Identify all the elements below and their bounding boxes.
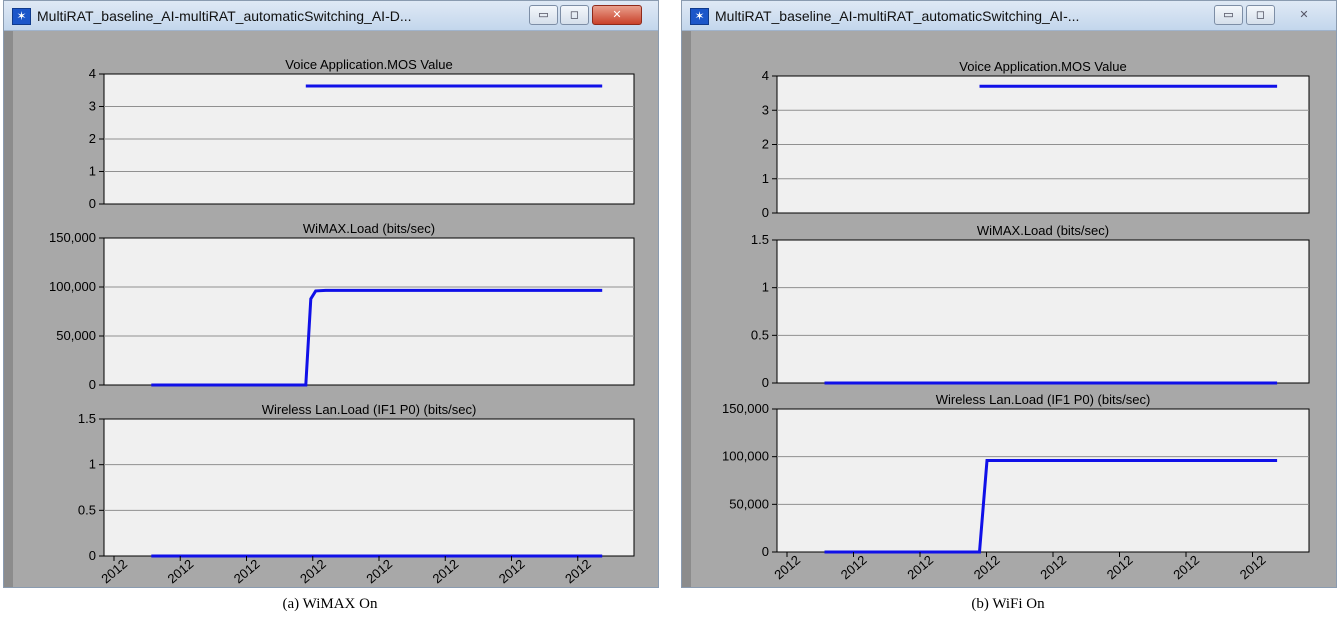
y-tick-label: 4 — [762, 68, 769, 83]
caption-a: (a) WiMAX On — [282, 596, 378, 612]
y-tick-label: 100,000 — [722, 449, 769, 464]
y-tick-label: 1.5 — [78, 411, 96, 426]
y-tick-label: 0 — [89, 196, 96, 211]
y-tick-label: 150,000 — [722, 401, 769, 416]
y-tick-label: 1 — [762, 171, 769, 186]
x-tick-label: 2012 — [971, 552, 1003, 582]
y-tick-label: 50,000 — [729, 496, 769, 511]
x-tick-label: 2012 — [430, 556, 462, 586]
chart-panel-a: Voice Application.MOS Value43210WiMAX.Lo… — [49, 57, 635, 586]
y-tick-label: 1 — [89, 457, 96, 472]
x-tick-label: 2012 — [98, 556, 130, 586]
star-icon: ✶ — [12, 8, 31, 25]
y-tick-label: 0 — [762, 375, 769, 390]
y-tick-label: 1 — [762, 280, 769, 295]
window-title: MultiRAT_baseline_AI-multiRAT_automaticS… — [715, 8, 1080, 24]
star-icon: ✶ — [690, 8, 709, 25]
x-tick-label: 2012 — [165, 556, 197, 586]
x-tick-label: 2012 — [1170, 552, 1202, 582]
x-tick-label: 2012 — [1237, 552, 1269, 582]
y-tick-label: 4 — [89, 66, 96, 81]
series-line — [824, 459, 1278, 554]
close-icon[interactable]: ✕ — [592, 5, 642, 25]
x-tick-label: 2012 — [363, 556, 395, 586]
subplot-title: WiMAX.Load (bits/sec) — [303, 221, 435, 236]
chart-subplot: Voice Application.MOS Value 4 3 2 1 0 — [762, 59, 1310, 220]
x-tick-label: 2012 — [496, 556, 528, 586]
plot-area — [776, 239, 1310, 384]
minimize-icon[interactable]: ▭ — [529, 5, 558, 25]
left-scroll-strip — [682, 31, 691, 587]
x-tick-label: 2012 — [297, 556, 329, 586]
simulation-window-b: ✶ MultiRAT_baseline_AI-multiRAT_automati… — [681, 0, 1337, 588]
x-tick-label: 2012 — [771, 552, 803, 582]
subplot-title: Wireless Lan.Load (IF1 P0) (bits/sec) — [262, 402, 477, 417]
chart-subplot: Voice Application.MOS Value 4 3 2 1 0 — [89, 57, 635, 211]
y-tick-label: 1 — [89, 164, 96, 179]
x-tick-label: 2012 — [562, 556, 594, 586]
chart-subplot: Wireless Lan.Load (IF1 P0) (bits/sec) 1.5… — [78, 402, 635, 563]
window-title: MultiRAT_baseline_AI-multiRAT_automaticS… — [37, 8, 412, 24]
chart-panel-b: Voice Application.MOS Value43210WiMAX.Lo… — [722, 59, 1310, 582]
y-tick-label: 2 — [89, 131, 96, 146]
chart-subplot: WiMAX.Load (bits/sec) 150,000 100,000 50,00… — [49, 221, 635, 392]
minimize-icon[interactable]: ▭ — [1214, 5, 1243, 25]
y-tick-label: 0 — [762, 205, 769, 220]
plot-area — [103, 418, 635, 557]
y-tick-label: 0 — [89, 548, 96, 563]
subplot-title: Wireless Lan.Load (IF1 P0) (bits/sec) — [936, 392, 1151, 407]
x-tick-label: 2012 — [231, 556, 263, 586]
y-tick-label: 3 — [762, 102, 769, 117]
plot-area — [103, 237, 635, 386]
maximize-icon[interactable]: ◻ — [560, 5, 589, 25]
y-tick-label: 0 — [89, 377, 96, 392]
plot-area — [776, 408, 1310, 553]
close-icon[interactable]: ✕ — [1299, 8, 1309, 21]
y-tick-label: 3 — [89, 99, 96, 114]
subplot-title: Voice Application.MOS Value — [285, 57, 452, 72]
title-bar[interactable]: ✶ MultiRAT_baseline_AI-multiRAT_automati… — [4, 1, 658, 31]
y-tick-label: 1.5 — [751, 232, 769, 247]
chart-subplot: WiMAX.Load (bits/sec) 1.5 1 0.5 0 — [751, 223, 1310, 390]
x-tick-label: 2012 — [838, 552, 870, 582]
y-tick-label: 150,000 — [49, 230, 96, 245]
maximize-icon[interactable]: ◻ — [1246, 5, 1275, 25]
y-tick-label: 50,000 — [56, 328, 96, 343]
y-tick-label: 0.5 — [78, 502, 96, 517]
y-tick-label: 100,000 — [49, 279, 96, 294]
y-tick-label: 2 — [762, 137, 769, 152]
subplot-title: Voice Application.MOS Value — [959, 59, 1126, 74]
chart-subplot: Wireless Lan.Load (IF1 P0) (bits/sec) 150… — [722, 392, 1310, 559]
x-tick-label: 2012 — [904, 552, 936, 582]
left-scroll-strip — [4, 31, 13, 587]
y-tick-label: 0 — [762, 544, 769, 559]
subplot-title: WiMAX.Load (bits/sec) — [977, 223, 1109, 238]
series-line — [151, 288, 603, 387]
x-tick-label: 2012 — [1037, 552, 1069, 582]
title-bar[interactable]: ✶ MultiRAT_baseline_AI-multiRAT_automati… — [682, 1, 1336, 31]
caption-b: (b) WiFi On — [971, 596, 1045, 612]
y-tick-label: 0.5 — [751, 327, 769, 342]
simulation-window-a: ✶ MultiRAT_baseline_AI-multiRAT_automati… — [3, 0, 659, 588]
x-tick-label: 2012 — [1104, 552, 1136, 582]
